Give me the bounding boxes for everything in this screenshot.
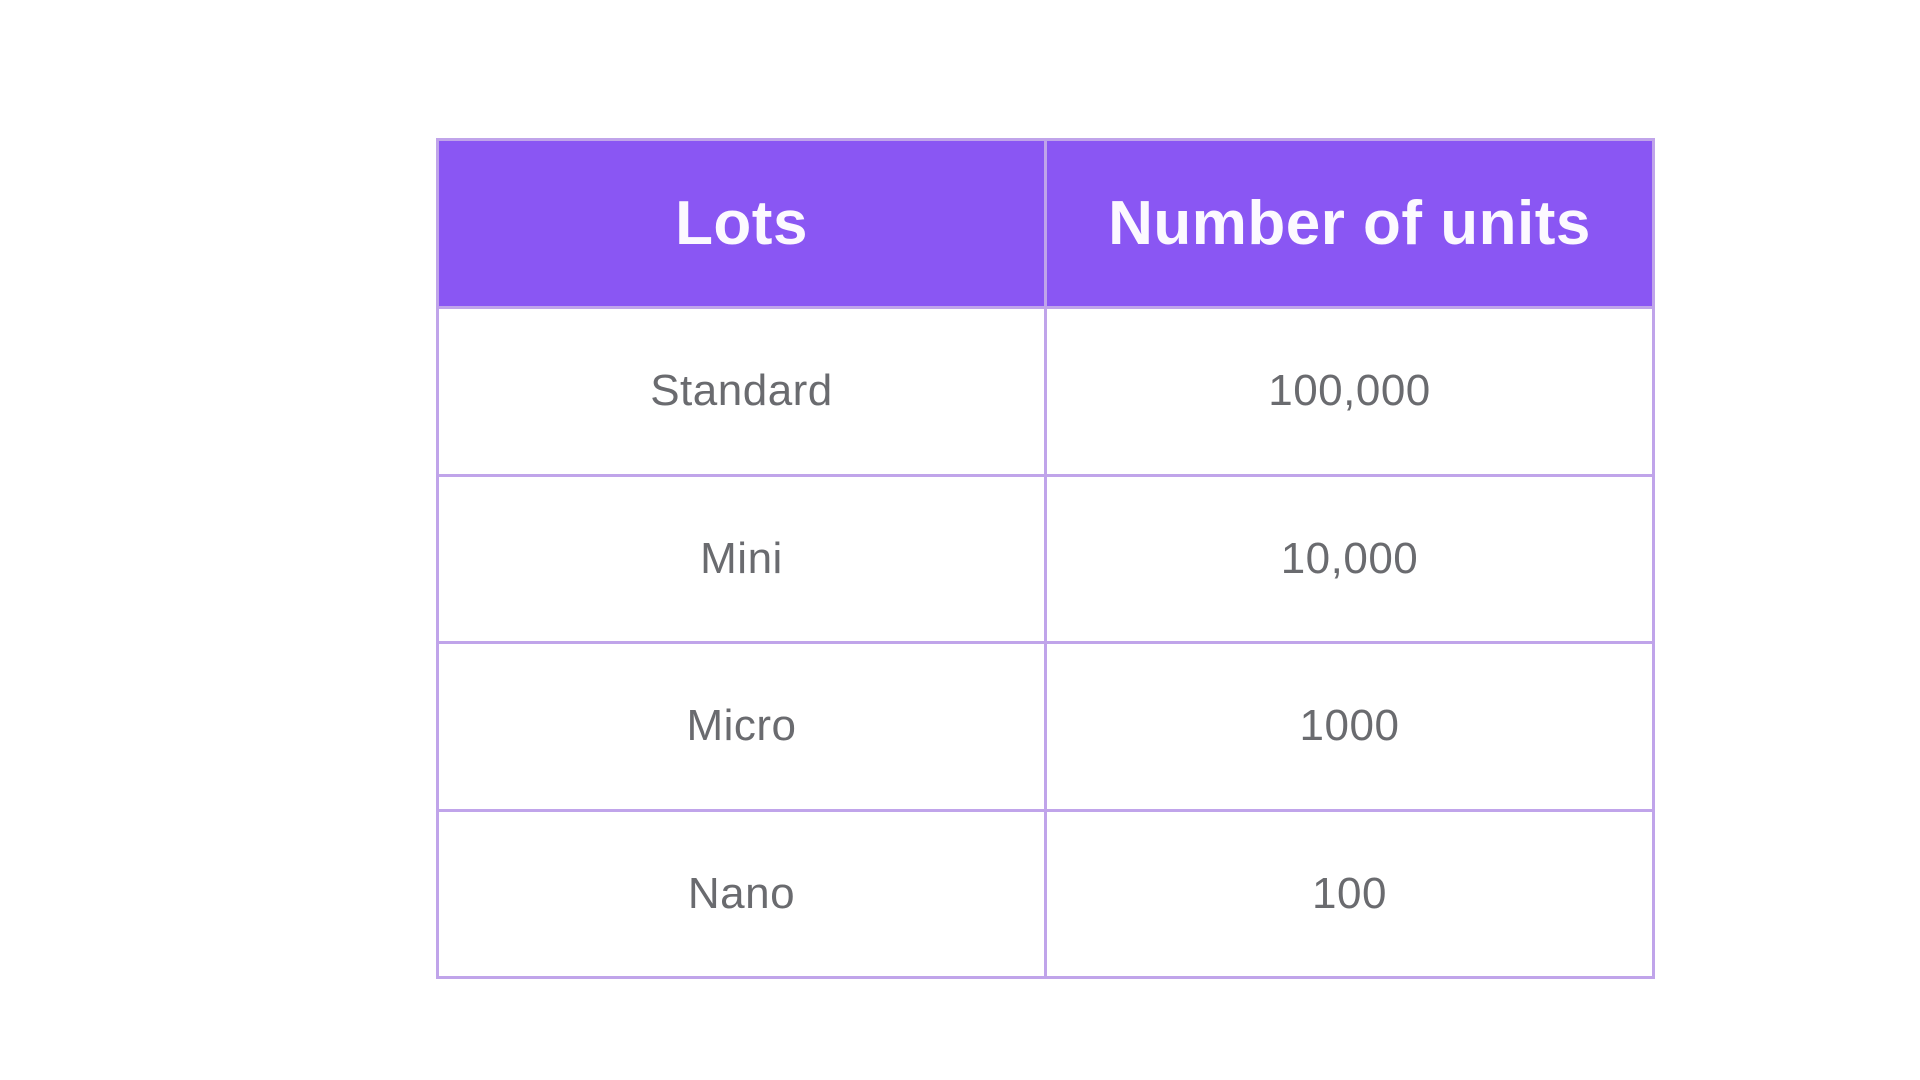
table-row-standard-units: 100,000 [1047,309,1652,474]
table-row-standard-lot: Standard [439,309,1044,474]
lots-units-table: Lots Number of units Standard 100,000 Mi… [436,138,1655,979]
column-header-lots: Lots [439,141,1044,306]
table-row-micro-units: 1000 [1047,644,1652,809]
table-row-mini-units: 10,000 [1047,476,1652,641]
table-row-micro-lot: Micro [439,644,1044,809]
table-row-mini-lot: Mini [439,476,1044,641]
table-row-nano-lot: Nano [439,811,1044,976]
table-row-nano-units: 100 [1047,811,1652,976]
column-header-number-of-units: Number of units [1047,141,1652,306]
